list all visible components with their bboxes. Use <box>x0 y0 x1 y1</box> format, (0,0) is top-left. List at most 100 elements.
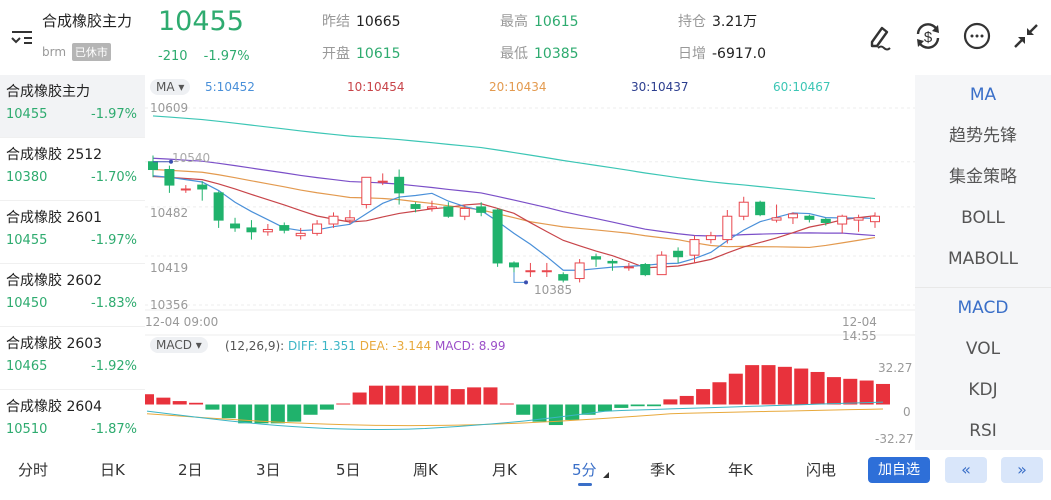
contract-price: 10465 <box>6 359 48 374</box>
indicator-jijin-strategy[interactable]: 集金策略 <box>949 167 1017 187</box>
indicator-vol[interactable]: VOL <box>965 339 1001 359</box>
macd-y-bottom: -32.27 <box>875 432 914 446</box>
add-watchlist-button[interactable]: 加自选 <box>868 457 930 483</box>
y-axis-label-low: 10419 <box>150 261 189 275</box>
change-amount: -210 <box>158 49 188 64</box>
tab-monthly[interactable]: 月K <box>492 461 517 479</box>
contract-item-main[interactable]: 合成橡胶主力 10455 -1.97% <box>0 75 145 138</box>
code-text: brm <box>42 45 67 59</box>
contract-name: 合成橡胶 2604 <box>6 399 103 415</box>
contract-item-2512[interactable]: 合成橡胶 2512 10380 -1.70% <box>0 138 145 201</box>
ma60-value: 60:10467 <box>773 80 831 94</box>
ma-legend: MA ▾ 5:10452 10:10454 20:10434 30:10437 … <box>145 75 915 99</box>
contract-pct: -1.70% <box>91 170 137 185</box>
more-icon[interactable] <box>961 20 993 52</box>
tab-5min[interactable]: 5分 <box>572 461 597 479</box>
indicator-trend-pioneer[interactable]: 趋势先锋 <box>949 126 1017 146</box>
ma10-value: 10:10454 <box>347 80 405 94</box>
y-axis-label-bottom: 10356 <box>150 298 189 312</box>
contract-price: 10450 <box>6 296 48 311</box>
contract-price: 10380 <box>6 170 48 185</box>
y-axis-label-top: 10609 <box>150 101 189 115</box>
indicator-panel: MA 趋势先锋 集金策略 BOLL MABOLL MACD VOL KDJ RS… <box>915 75 1051 450</box>
x-axis-end: 12-04 14:55 <box>842 315 877 343</box>
contract-item-2603[interactable]: 合成橡胶 2603 10465 -1.92% <box>0 327 145 390</box>
stat-open-interest: 持仓 3.21万 <box>678 14 758 30</box>
macd-params: (12,26,9): <box>225 339 285 353</box>
indicator-maboll[interactable]: MABOLL <box>948 249 1018 269</box>
macd-macd: MACD: 8.99 <box>434 339 506 353</box>
macd-dea: DEA: -3.144 <box>359 339 432 353</box>
tab-5day[interactable]: 5日 <box>336 461 361 479</box>
y-axis-label-mid: 10482 <box>150 206 189 220</box>
macd-diff: DIFF: 1.351 <box>288 339 356 353</box>
contract-pct: -1.92% <box>91 359 137 374</box>
draw-icon[interactable] <box>864 20 896 52</box>
macd-values: (12,26,9): DIFF: 1.351 DEA: -3.144 MACD:… <box>225 339 506 353</box>
stat-low: 最低 10385 <box>500 46 579 62</box>
contract-pct: -1.97% <box>91 107 137 122</box>
contract-price: 10455 <box>6 233 48 248</box>
collapse-icon[interactable] <box>1010 20 1042 52</box>
change-percent: -1.97% <box>203 49 250 64</box>
sub-indicator-selector[interactable]: MACD ▾ <box>150 337 208 353</box>
x-axis-start: 12-04 09:00 <box>145 315 219 329</box>
indicator-ma[interactable]: MA <box>969 85 997 105</box>
active-tab-indicator <box>578 483 592 486</box>
prev-button[interactable]: « <box>945 457 987 483</box>
low-marker-label: 10385 <box>534 283 573 297</box>
contract-price: 10455 <box>6 107 48 122</box>
tab-daily[interactable]: 日K <box>100 461 125 479</box>
instrument-code: brm 已休市 <box>42 43 111 61</box>
tab-intraday[interactable]: 分时 <box>18 461 49 479</box>
contract-name: 合成橡胶 2601 <box>6 210 103 226</box>
ma30-value: 30:10437 <box>631 80 689 94</box>
contract-pct: -1.83% <box>91 296 137 311</box>
contract-pct: -1.87% <box>91 422 137 437</box>
dropdown-corner-icon <box>603 472 609 478</box>
indicator-divider <box>915 280 1051 288</box>
indicator-boll[interactable]: BOLL <box>961 208 1005 228</box>
price-change: -210 -1.97% <box>158 49 250 64</box>
instrument-title: 合成橡胶主力 <box>42 12 133 30</box>
contract-item-2604[interactable]: 合成橡胶 2604 10510 -1.87% <box>0 390 145 453</box>
tab-3day[interactable]: 3日 <box>256 461 281 479</box>
last-price: 10455 <box>158 6 244 37</box>
indicator-rsi[interactable]: RSI <box>969 421 997 441</box>
stat-open: 开盘 10615 <box>322 46 401 62</box>
next-button[interactable]: » <box>1001 457 1043 483</box>
indicator-macd[interactable]: MACD <box>957 298 1009 318</box>
tab-weekly[interactable]: 周K <box>413 461 438 479</box>
market-status-badge: 已休市 <box>71 43 111 61</box>
tab-yearly[interactable]: 年K <box>728 461 753 479</box>
main-indicator-selector[interactable]: MA ▾ <box>150 79 191 95</box>
period-tab-bar: 分时 日K 2日 3日 5日 周K 月K 5分 季K 年K 闪电 加自选 « » <box>0 450 1051 500</box>
tab-quarterly[interactable]: 季K <box>650 461 675 479</box>
contract-name: 合成橡胶 2602 <box>6 273 103 289</box>
contract-name: 合成橡胶 2603 <box>6 336 103 352</box>
svg-text:$: $ <box>924 29 933 46</box>
macd-y-top: 32.27 <box>878 361 913 375</box>
tab-lightning[interactable]: 闪电 <box>806 461 837 479</box>
contract-item-2601[interactable]: 合成橡胶 2601 10455 -1.97% <box>0 201 145 264</box>
currency-exchange-icon[interactable]: $ <box>912 20 944 52</box>
contract-list-toggle-icon[interactable] <box>10 28 34 48</box>
contract-name: 合成橡胶 2512 <box>6 147 103 163</box>
kline-chart-area[interactable]: MA ▾ 5:10452 10:10454 20:10434 30:10437 … <box>145 75 915 450</box>
contract-pct: -1.97% <box>91 233 137 248</box>
ma20-value: 20:10434 <box>489 80 547 94</box>
macd-y-zero: 0 <box>903 405 911 419</box>
high-marker-label: 10540 <box>172 151 211 165</box>
ma5-value: 5:10452 <box>205 80 255 94</box>
contract-name: 合成橡胶主力 <box>6 84 90 100</box>
stat-daily-change: 日增 -6917.0 <box>678 46 767 62</box>
stat-high: 最高 10615 <box>500 14 579 30</box>
contract-price: 10510 <box>6 422 48 437</box>
indicator-kdj[interactable]: KDJ <box>968 380 998 400</box>
quote-header: 合成橡胶主力 brm 已休市 10455 -210 -1.97% 昨结 10665… <box>0 0 1051 75</box>
tab-2day[interactable]: 2日 <box>178 461 203 479</box>
stat-prev-settle: 昨结 10665 <box>322 14 401 30</box>
contract-list: 合成橡胶主力 10455 -1.97% 合成橡胶 2512 10380 -1.70%… <box>0 75 145 453</box>
contract-item-2602[interactable]: 合成橡胶 2602 10450 -1.83% <box>0 264 145 327</box>
kline-chart-canvas[interactable] <box>145 75 915 450</box>
